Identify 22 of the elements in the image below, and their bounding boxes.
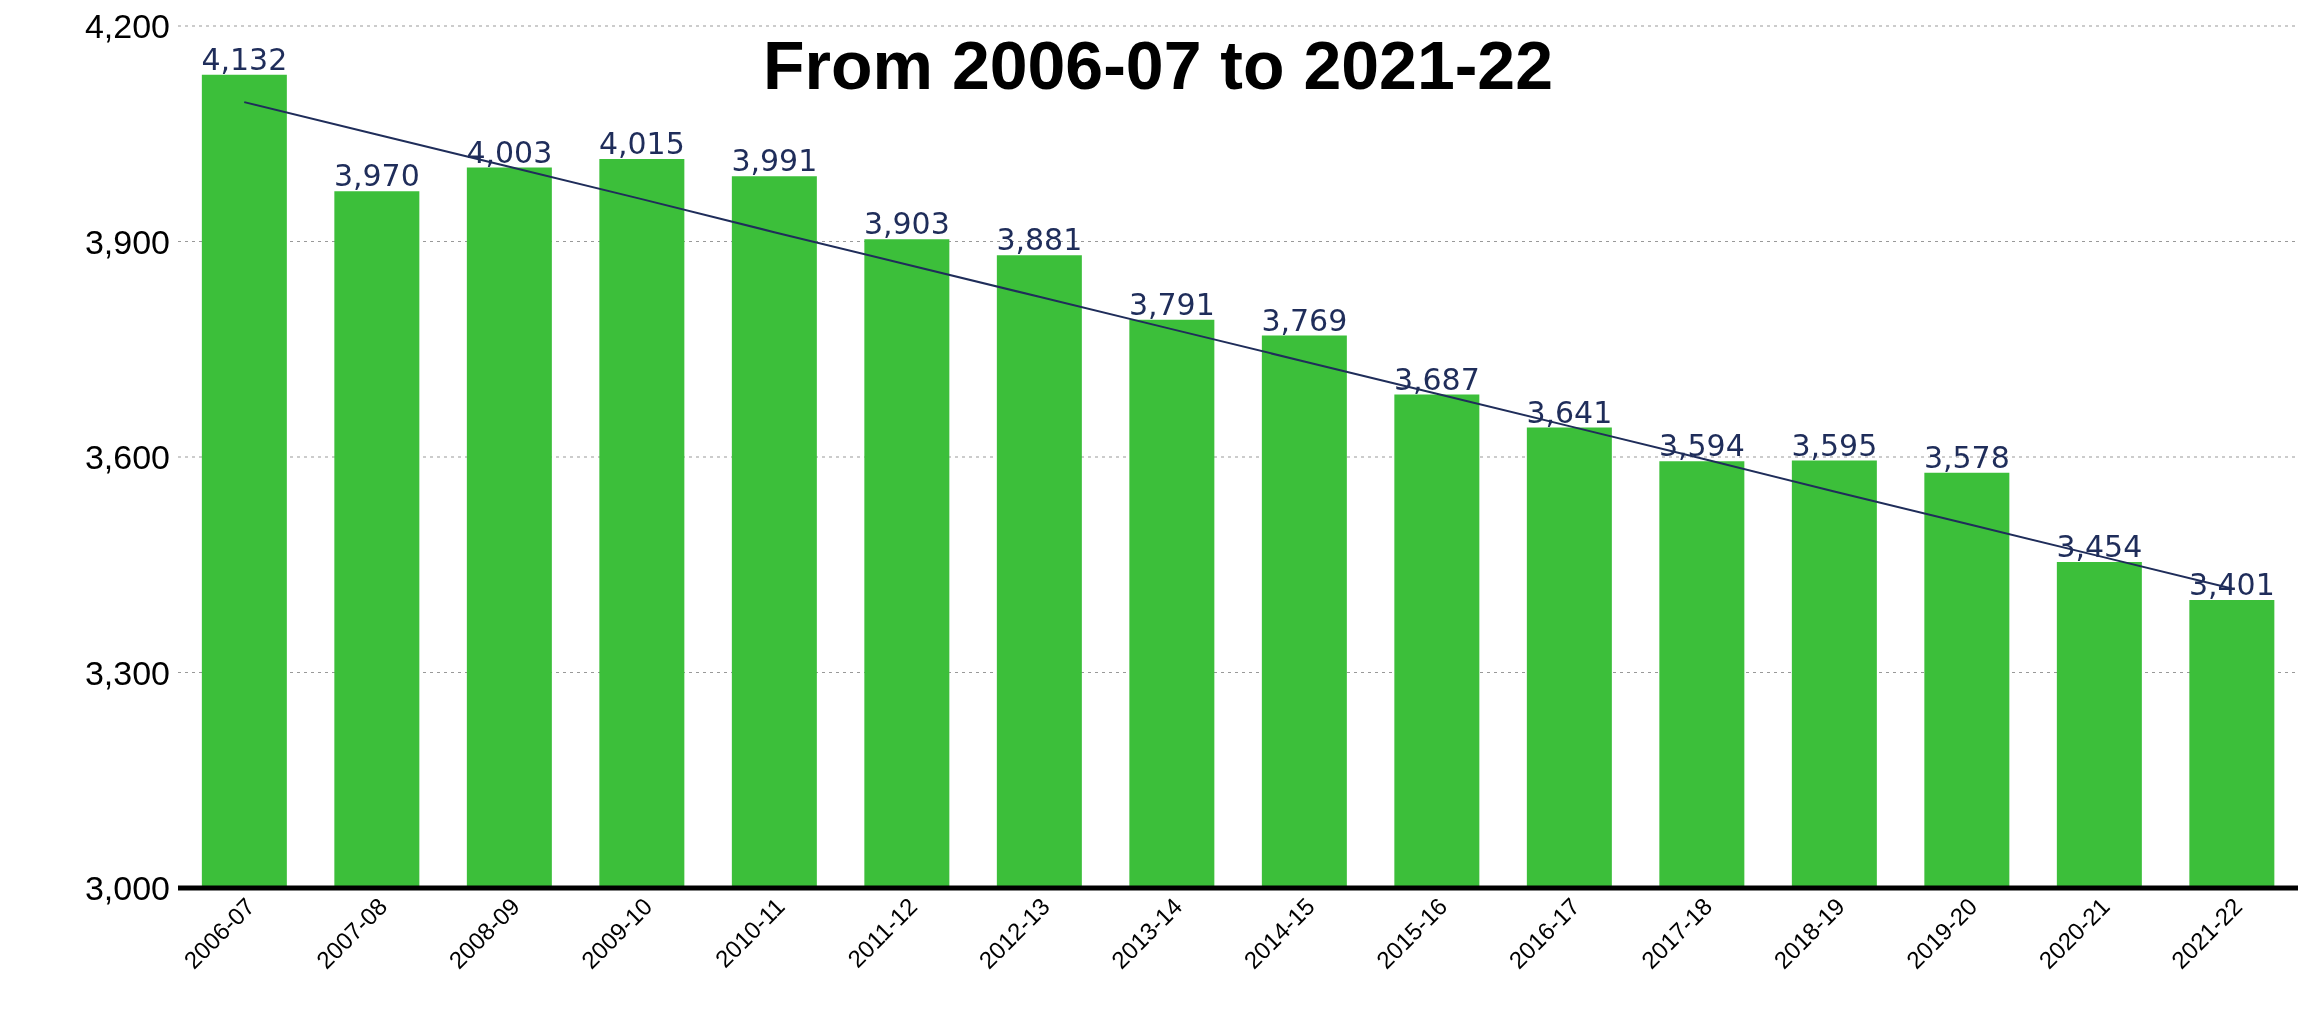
data-label: 4,015	[598, 125, 685, 161]
y-tick-label: 3,600	[84, 438, 170, 477]
data-label: 3,991	[731, 143, 818, 179]
data-label: 3,641	[1526, 394, 1613, 430]
y-tick-label: 3,300	[84, 653, 170, 692]
y-tick-label: 3,900	[84, 222, 170, 261]
y-tick-label: 3,000	[84, 869, 170, 908]
data-label: 3,454	[2056, 528, 2143, 564]
data-label: 3,594	[1658, 428, 1745, 464]
data-label: 3,903	[863, 206, 950, 242]
chart-title: From 2006-07 to 2021-22	[763, 27, 1553, 103]
data-label: 3,578	[1923, 439, 2010, 475]
data-label: 4,132	[201, 41, 288, 77]
data-label: 3,791	[1128, 286, 1215, 322]
data-label: 3,401	[2188, 566, 2275, 602]
data-label: 3,687	[1393, 361, 1480, 397]
data-label: 3,595	[1791, 427, 1878, 463]
data-label: 3,769	[1261, 302, 1348, 338]
data-label: 3,970	[333, 158, 420, 194]
data-label: 4,003	[466, 134, 553, 170]
data-label: 3,881	[996, 222, 1083, 258]
y-tick-label: 4,200	[84, 7, 170, 46]
